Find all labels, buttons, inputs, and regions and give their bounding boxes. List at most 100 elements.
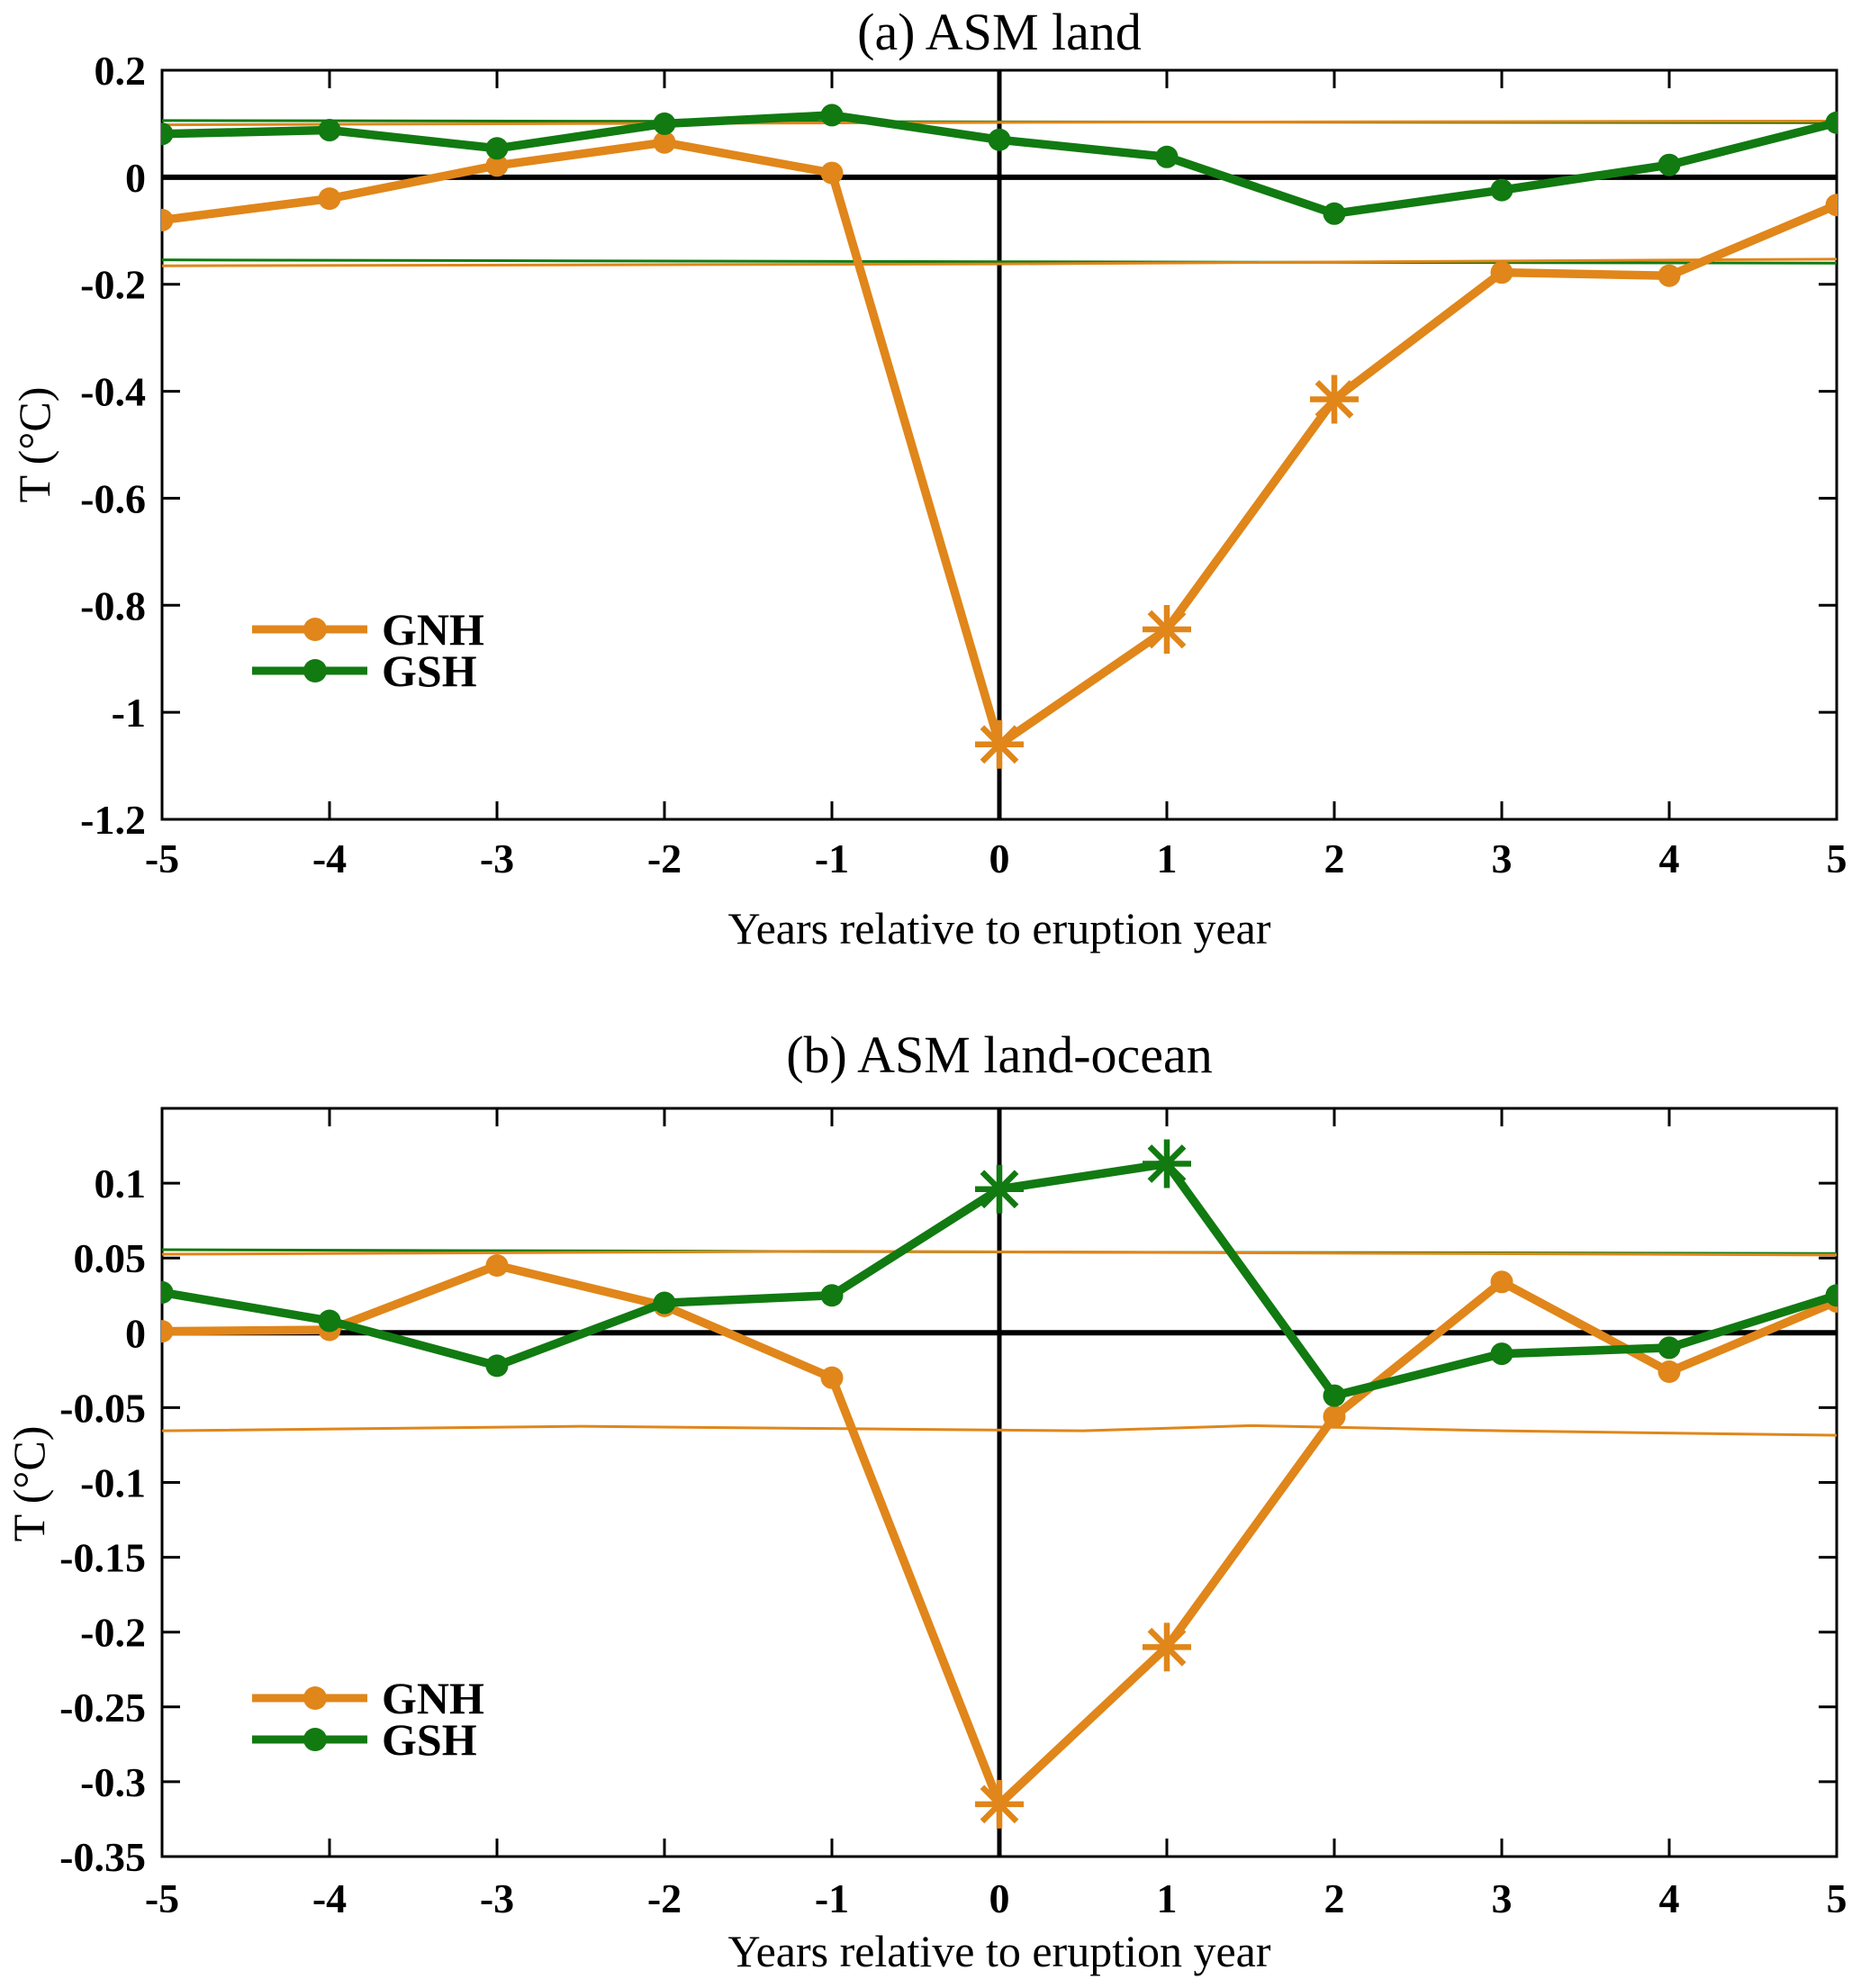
- ytick-label-b: -0.2: [80, 1610, 146, 1656]
- ytick-label-b: 0.1: [95, 1161, 147, 1206]
- xtick-label-b: -4: [312, 1875, 347, 1921]
- panel-a-y-axis-label: T (°C): [9, 386, 59, 503]
- ytick-label-b: -0.35: [59, 1834, 146, 1880]
- data-point-marker-GSH: [318, 119, 341, 142]
- data-point-marker-GSH: [485, 137, 509, 160]
- xtick-label-a: -4: [312, 836, 347, 881]
- xtick-label-b: 5: [1827, 1875, 1847, 1921]
- panel-b-title: (b) ASM land-ocean: [786, 1026, 1213, 1084]
- significance-bound-gnh-b: [161, 1250, 1838, 1257]
- ytick-label-b: -0.1: [80, 1460, 146, 1506]
- xtick-label-a: 5: [1827, 836, 1847, 881]
- data-point-marker-GSH: [1323, 1384, 1346, 1407]
- xtick-label-a: -1: [815, 836, 849, 881]
- data-point-marker-GSH: [1825, 111, 1838, 134]
- data-point-marker-GNH: [1658, 264, 1681, 287]
- ytick-label-a: -0.2: [80, 262, 146, 308]
- xtick-label-b: -3: [480, 1875, 514, 1921]
- significance-bound-gnh-a: [161, 119, 1838, 127]
- xtick-label-a: 0: [989, 836, 1010, 881]
- xtick-label-a: 4: [1659, 836, 1680, 881]
- ytick-label-a: -1: [112, 690, 146, 736]
- series-GSH-b: [161, 1139, 1838, 1407]
- xtick-label-a: 2: [1324, 836, 1345, 881]
- data-point-marker-GSH: [318, 1309, 341, 1333]
- ytick-label-b: -0.15: [59, 1535, 146, 1581]
- legend-marker-GNH: [303, 618, 327, 641]
- ytick-label-a: 0.2: [95, 48, 147, 94]
- legend-label-GNH: GNH: [382, 1673, 484, 1723]
- ytick-label-a: 0: [125, 155, 146, 201]
- data-point-marker-GSH: [1155, 145, 1179, 168]
- xtick-label-a: -5: [145, 836, 179, 881]
- significant-star-marker-GSH: [1143, 1139, 1191, 1188]
- panel-b-x-axis-label: Years relative to eruption year: [727, 1926, 1271, 1976]
- data-point-marker-GNH: [485, 1254, 509, 1278]
- xtick-label-a: -2: [647, 836, 682, 881]
- ytick-label-a: -1.2: [80, 797, 146, 843]
- data-point-marker-GSH: [653, 1291, 676, 1315]
- data-point-marker-GNH: [1825, 194, 1838, 217]
- data-point-marker-GNH: [161, 1320, 174, 1343]
- data-point-marker-GSH: [485, 1354, 509, 1378]
- significant-star-marker-GNH: [1143, 1622, 1191, 1672]
- significant-star-marker-GNH: [1310, 375, 1359, 424]
- ytick-label-b: -0.05: [59, 1385, 146, 1431]
- panel-a: -5 -4 -3 -2 -1 0 1 2 3 4 5 0.2 0 -0.2 -0.4 -0.6 -0.8 -1 -1…: [80, 48, 1847, 881]
- significant-star-marker-GNH: [1143, 605, 1191, 655]
- data-point-marker-GSH: [653, 112, 676, 135]
- data-point-marker-GNH: [485, 154, 509, 177]
- data-point-marker-GNH: [318, 187, 341, 211]
- legend-marker-GSH: [303, 1728, 327, 1751]
- plot-area-a: [161, 104, 1838, 769]
- ytick-label-a: -0.4: [80, 369, 146, 415]
- data-point-marker-GNH: [653, 131, 676, 154]
- data-point-marker-GNH: [161, 208, 174, 231]
- ytick-label-b: -0.3: [80, 1759, 146, 1805]
- xtick-label-b: 1: [1157, 1875, 1178, 1921]
- data-point-marker-GSH: [161, 1280, 174, 1304]
- data-point-marker-GSH: [1658, 153, 1681, 176]
- ytick-label-b: -0.25: [59, 1685, 146, 1730]
- panel-b-y-axis-label: T (°C): [4, 1425, 54, 1542]
- xtick-label-b: -1: [815, 1875, 849, 1921]
- data-point-marker-GNH: [1490, 261, 1513, 285]
- data-point-marker-GSH: [1658, 1336, 1681, 1360]
- significance-bound-gsh-a: [161, 258, 1838, 265]
- significant-star-marker-GNH: [975, 719, 1024, 769]
- xtick-label-b: -5: [145, 1875, 179, 1921]
- significant-star-marker-GNH: [975, 1779, 1024, 1829]
- data-point-marker-GSH: [1490, 1342, 1513, 1366]
- data-point-marker-GNH: [1490, 1270, 1513, 1294]
- data-point-marker-GSH: [820, 1284, 844, 1307]
- data-point-marker-GSH: [1825, 1284, 1838, 1307]
- significance-bound-gnh-b: [161, 1423, 1838, 1437]
- panel-a-title: (a) ASM land: [857, 3, 1142, 61]
- ytick-label-b: 0: [125, 1310, 146, 1356]
- xtick-label-b: 2: [1324, 1875, 1345, 1921]
- ytick-label-b: 0.05: [74, 1235, 147, 1281]
- data-point-marker-GSH: [161, 122, 174, 146]
- panel-b: -5 -4 -3 -2 -1 0 1 2 3 4 5 0.1 0.05 0 -0.05 -0.1 -0.15 -0…: [59, 1107, 1847, 1921]
- data-point-marker-GNH: [820, 161, 844, 185]
- data-point-marker-GSH: [1490, 178, 1513, 202]
- significance-bound-gnh-a: [161, 258, 1838, 267]
- plot-area-b: [161, 1139, 1838, 1829]
- xtick-label-b: 0: [989, 1875, 1010, 1921]
- legend-label-GSH: GSH: [382, 1714, 477, 1765]
- xtick-label-b: 4: [1659, 1875, 1680, 1921]
- series-GNH-a: [161, 131, 1838, 769]
- legend-marker-GSH: [303, 659, 327, 682]
- series-GSH-a: [161, 104, 1838, 225]
- data-point-marker-GSH: [820, 104, 844, 127]
- ytick-label-a: -0.6: [80, 475, 146, 521]
- xtick-label-b: -2: [647, 1875, 682, 1921]
- legend-label-GSH: GSH: [382, 646, 477, 696]
- data-point-marker-GNH: [1323, 1405, 1346, 1428]
- xtick-label-a: 3: [1492, 836, 1513, 881]
- legend-marker-GNH: [303, 1686, 327, 1710]
- xtick-label-a: 1: [1157, 836, 1178, 881]
